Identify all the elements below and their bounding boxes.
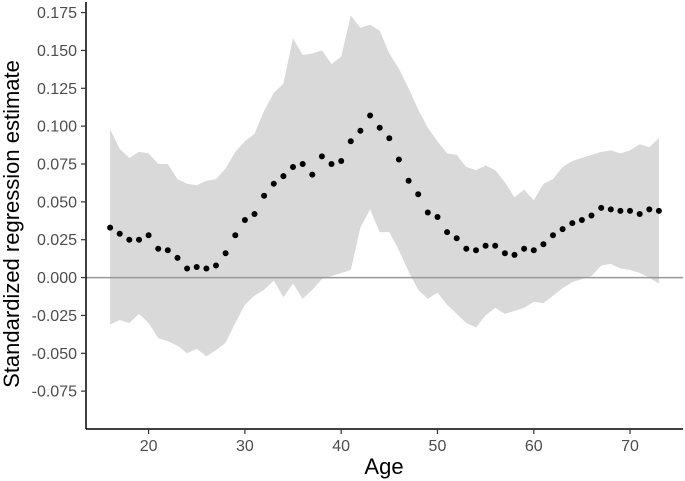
data-point (598, 204, 605, 211)
data-point (309, 171, 316, 178)
y-axis-title: Standardized regression estimate (0, 60, 24, 388)
data-point (116, 230, 123, 237)
data-point (318, 153, 325, 160)
data-point (636, 211, 643, 217)
y-tick-label: -0.050 (32, 346, 77, 363)
y-tick-label: 0.150 (37, 43, 77, 60)
data-point (107, 224, 114, 231)
data-point (482, 242, 489, 249)
data-point (521, 245, 528, 252)
data-point (386, 135, 393, 142)
data-point (357, 127, 364, 134)
data-point (424, 209, 431, 216)
data-point (126, 236, 133, 243)
data-point (453, 235, 460, 242)
x-tick-label: 30 (236, 438, 254, 455)
data-point (588, 212, 595, 219)
data-point (578, 217, 585, 223)
confidence-band (110, 15, 659, 357)
y-tick-label: -0.025 (32, 308, 77, 325)
data-point (627, 207, 633, 214)
data-point (174, 254, 181, 261)
data-point (193, 264, 200, 270)
y-tick-label: 0.000 (37, 270, 77, 287)
data-point (222, 250, 229, 257)
data-point (213, 262, 219, 269)
y-tick-label: 0.175 (37, 5, 77, 22)
data-point (646, 206, 653, 213)
data-point (290, 164, 296, 170)
data-point (395, 156, 402, 163)
data-point (347, 138, 354, 145)
data-point (145, 232, 152, 239)
data-point (444, 229, 451, 236)
data-point (607, 206, 614, 213)
data-point (328, 161, 335, 167)
data-point (463, 245, 470, 252)
data-point (655, 207, 662, 214)
axes-layer (85, 2, 683, 430)
data-point (155, 245, 162, 252)
data-point (511, 251, 518, 258)
x-tick-label: 60 (525, 438, 543, 455)
data-point (530, 247, 537, 254)
data-point (261, 192, 268, 199)
y-ticks-layer: -0.075 -0.050 -0.025 0.000 0.025 0.050 0.075 0.… (32, 5, 86, 401)
confidence-band-layer (110, 15, 659, 357)
x-axis-title: Age (364, 454, 403, 479)
data-point (617, 207, 624, 214)
data-point (559, 226, 566, 233)
data-point (136, 236, 142, 243)
data-point (280, 173, 287, 180)
data-point (299, 161, 306, 167)
data-point (338, 158, 345, 164)
data-point (251, 211, 258, 217)
data-point (184, 265, 191, 272)
y-tick-label: 0.025 (37, 232, 77, 249)
data-point (501, 250, 508, 257)
y-tick-label: -0.075 (32, 384, 77, 401)
y-tick-label: 0.100 (37, 119, 77, 136)
y-tick-label: 0.075 (37, 157, 77, 174)
data-point (405, 177, 412, 184)
data-point (164, 247, 171, 254)
data-point (540, 241, 547, 248)
data-point (270, 180, 277, 187)
data-point (203, 265, 210, 272)
y-tick-label: 0.050 (37, 194, 77, 211)
data-point (550, 232, 556, 239)
data-point (415, 191, 422, 198)
x-tick-label: 50 (429, 438, 447, 455)
x-tick-label: 20 (140, 438, 158, 455)
x-tick-label: 70 (621, 438, 639, 455)
data-point (473, 247, 479, 254)
data-point (434, 214, 441, 220)
x-tick-label: 40 (332, 438, 350, 455)
y-tick-label: 0.125 (37, 81, 77, 98)
data-point (569, 220, 576, 227)
data-point (241, 217, 248, 223)
data-point (376, 124, 383, 131)
x-ticks-layer: 20 30 40 50 60 70 (140, 429, 639, 455)
data-points-layer (107, 112, 662, 272)
data-point (232, 232, 239, 239)
data-point (367, 112, 374, 119)
data-point (492, 242, 499, 249)
